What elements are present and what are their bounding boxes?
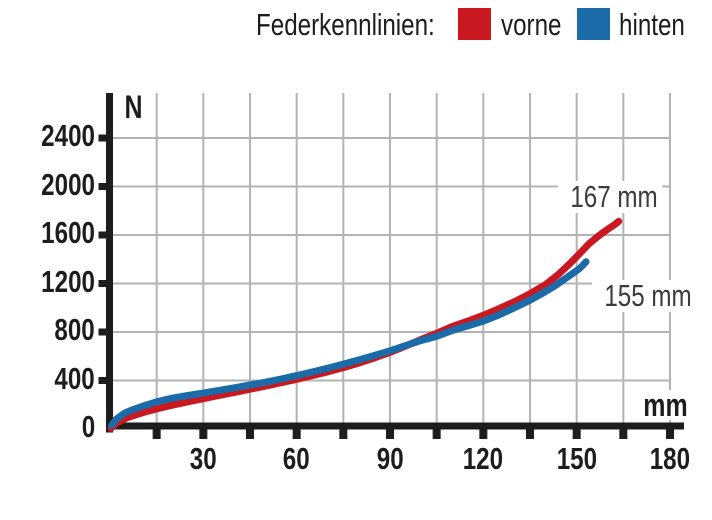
legend-swatch-hinten: [577, 8, 610, 40]
legend-title-text: Federkennlinien:: [256, 7, 435, 42]
legend-label-vorne: vorne: [501, 7, 562, 42]
legend-title: Federkennlinien:: [256, 8, 485, 42]
legend-swatch-vorne: [458, 8, 491, 40]
legend-label-hinten: hinten: [619, 7, 685, 42]
curve-hinten: [108, 258, 590, 429]
